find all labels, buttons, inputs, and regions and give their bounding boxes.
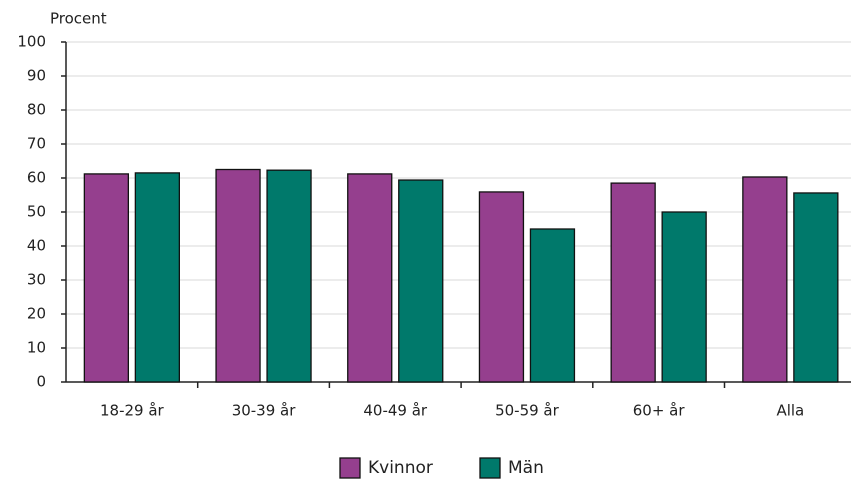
bar	[529, 228, 576, 383]
bar	[215, 168, 261, 383]
bar	[266, 169, 312, 383]
legend-swatch	[339, 457, 361, 479]
y-tick-label: 30	[27, 271, 46, 289]
y-tick-label: 50	[27, 203, 46, 221]
y-tick-label: 60	[27, 169, 46, 187]
y-tick-label: 20	[27, 305, 46, 323]
x-tick-label: Alla	[776, 402, 804, 420]
bar	[661, 211, 707, 383]
y-tick-label: 40	[27, 237, 46, 255]
bar	[347, 173, 393, 383]
y-tick-label: 70	[27, 135, 46, 153]
y-axis-label: Procent	[50, 10, 107, 28]
y-tick-label: 80	[27, 101, 46, 119]
legend-label: Kvinnor	[368, 458, 433, 478]
x-tick-label: 18-29 år	[100, 402, 165, 420]
x-tick-label: 30-39 år	[232, 402, 297, 420]
bar	[742, 176, 788, 383]
x-tick-label: 60+ år	[633, 402, 686, 420]
bar	[793, 192, 839, 383]
x-tick-label: 40-49 år	[363, 402, 428, 420]
y-tick-label: 100	[17, 33, 46, 51]
legend-swatch	[479, 457, 501, 479]
legend-label: Män	[508, 458, 544, 478]
y-tick-label: 90	[27, 67, 46, 85]
y-tick-label: 0	[36, 373, 46, 391]
bar	[398, 179, 444, 383]
y-tick-label: 10	[27, 339, 46, 357]
bar	[478, 191, 525, 383]
bar	[83, 173, 129, 383]
bar	[134, 172, 181, 383]
x-tick-label: 50-59 år	[495, 402, 560, 420]
bar	[610, 182, 656, 383]
